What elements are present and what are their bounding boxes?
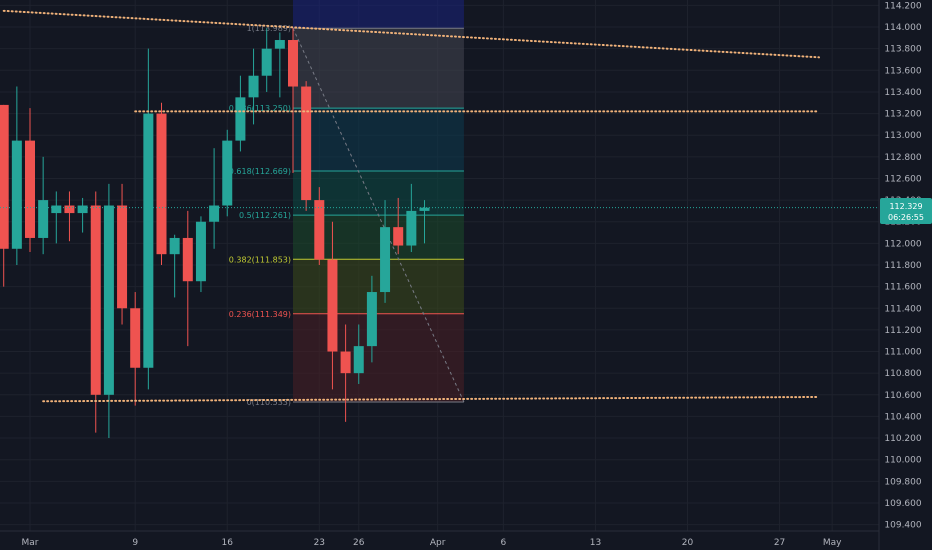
candle-up bbox=[261, 48, 272, 76]
candle-down bbox=[340, 351, 351, 374]
price-tick-label: 111.400 bbox=[884, 304, 921, 314]
price-tick-label: 114.000 bbox=[884, 23, 921, 33]
fib-zone bbox=[293, 108, 464, 172]
price-tick-label: 111.200 bbox=[884, 326, 921, 336]
time-tick-label: Mar bbox=[22, 538, 39, 548]
price-tick-label: 112.600 bbox=[884, 174, 921, 184]
fib-zone bbox=[293, 0, 464, 29]
candle-up bbox=[353, 346, 364, 374]
price-badge-bg bbox=[880, 198, 932, 224]
candle-up bbox=[222, 140, 233, 206]
current-price-badge: 112.329 06:26:55 bbox=[880, 198, 932, 224]
time-tick-label: Apr bbox=[430, 538, 446, 548]
price-badge-countdown: 06:26:55 bbox=[888, 213, 924, 222]
price-tick-label: 109.400 bbox=[884, 521, 921, 531]
candle-down bbox=[64, 205, 75, 214]
candle-up bbox=[380, 227, 391, 293]
candle-down bbox=[0, 104, 9, 249]
candle-up bbox=[51, 205, 62, 214]
candle-up bbox=[169, 237, 180, 255]
candle-up bbox=[143, 113, 154, 368]
fib-zone bbox=[293, 259, 464, 314]
trendline bbox=[2, 9, 820, 59]
candle-up bbox=[366, 292, 377, 347]
time-tick-label: 13 bbox=[590, 538, 601, 548]
price-tick-label: 110.200 bbox=[884, 434, 921, 444]
time-axis[interactable]: Mar 9 16 23 26 Apr 6 13 20 27 May bbox=[0, 530, 879, 548]
price-tick-label: 113.000 bbox=[884, 131, 921, 141]
candle-up bbox=[11, 140, 22, 249]
price-tick-label: 110.800 bbox=[884, 369, 921, 379]
price-tick-label: 113.600 bbox=[884, 66, 921, 76]
candle-down bbox=[117, 205, 128, 309]
fib-level-label: 0.382(111.853) bbox=[229, 255, 291, 264]
price-tick-label: 111.600 bbox=[884, 283, 921, 293]
time-tick-label: 20 bbox=[682, 538, 694, 548]
candle-up bbox=[419, 207, 430, 211]
fib-trend-line bbox=[292, 28, 465, 403]
fib-zone bbox=[293, 313, 464, 403]
time-tick-label: May bbox=[823, 538, 842, 548]
fib-zone bbox=[293, 28, 464, 109]
time-tick-label: 26 bbox=[353, 538, 365, 548]
candle-up bbox=[103, 205, 114, 395]
candle-down bbox=[301, 86, 312, 201]
time-tick-label: 27 bbox=[774, 538, 785, 548]
candle-down bbox=[327, 259, 338, 352]
price-tick-label: 109.600 bbox=[884, 499, 921, 509]
candle-up bbox=[195, 221, 206, 282]
candle-down bbox=[288, 40, 298, 87]
time-tick-label: 6 bbox=[501, 538, 507, 548]
time-tick-label: 16 bbox=[222, 538, 234, 548]
candle-down bbox=[156, 113, 167, 255]
candle-up bbox=[406, 210, 417, 246]
price-tick-label: 111.000 bbox=[884, 348, 921, 358]
price-axis[interactable]: 109.400 109.600 109.800 110.000 110.200 110.4… bbox=[878, 0, 922, 550]
trendline bbox=[42, 395, 820, 403]
price-tick-label: 114.200 bbox=[884, 1, 921, 11]
price-tick-label: 110.600 bbox=[884, 391, 921, 401]
candle-down bbox=[25, 140, 35, 238]
fib-level-label: 0.618(112.669) bbox=[229, 167, 291, 176]
price-tick-label: 111.800 bbox=[884, 261, 921, 271]
candle-up bbox=[235, 97, 246, 141]
price-tick-label: 109.800 bbox=[884, 477, 921, 487]
fib-level-label: 0.5(112.261) bbox=[239, 211, 291, 220]
price-tick-label: 112.800 bbox=[884, 153, 921, 163]
candle-up bbox=[248, 75, 259, 98]
fib-level-label: 0.786(113.250) bbox=[229, 104, 291, 113]
candle-down bbox=[182, 237, 193, 282]
time-tick-label: 9 bbox=[132, 538, 138, 548]
candle-down bbox=[393, 227, 404, 246]
candle-up bbox=[209, 205, 220, 222]
candle-down bbox=[90, 205, 101, 395]
price-tick-label: 113.400 bbox=[884, 88, 921, 98]
candle-up bbox=[38, 200, 49, 238]
candle-up bbox=[274, 40, 285, 49]
candle-down bbox=[314, 200, 325, 260]
price-badge-price: 112.329 bbox=[889, 202, 922, 211]
candle-up bbox=[77, 205, 88, 214]
fib-level-label: 1(113.989) bbox=[247, 24, 291, 33]
trendlines[interactable] bbox=[0, 9, 879, 403]
candles bbox=[0, 28, 430, 439]
fib-level-label: 0(110.533) bbox=[247, 398, 291, 407]
price-tick-label: 112.000 bbox=[884, 239, 921, 249]
fib-level-label: 0.236(111.349) bbox=[229, 310, 291, 319]
time-tick-label: 23 bbox=[314, 538, 325, 548]
price-tick-label: 110.400 bbox=[884, 412, 921, 422]
price-tick-label: 113.800 bbox=[884, 45, 921, 55]
price-tick-label: 113.200 bbox=[884, 110, 921, 120]
price-tick-label: 110.000 bbox=[884, 456, 921, 466]
candle-down bbox=[130, 308, 141, 368]
